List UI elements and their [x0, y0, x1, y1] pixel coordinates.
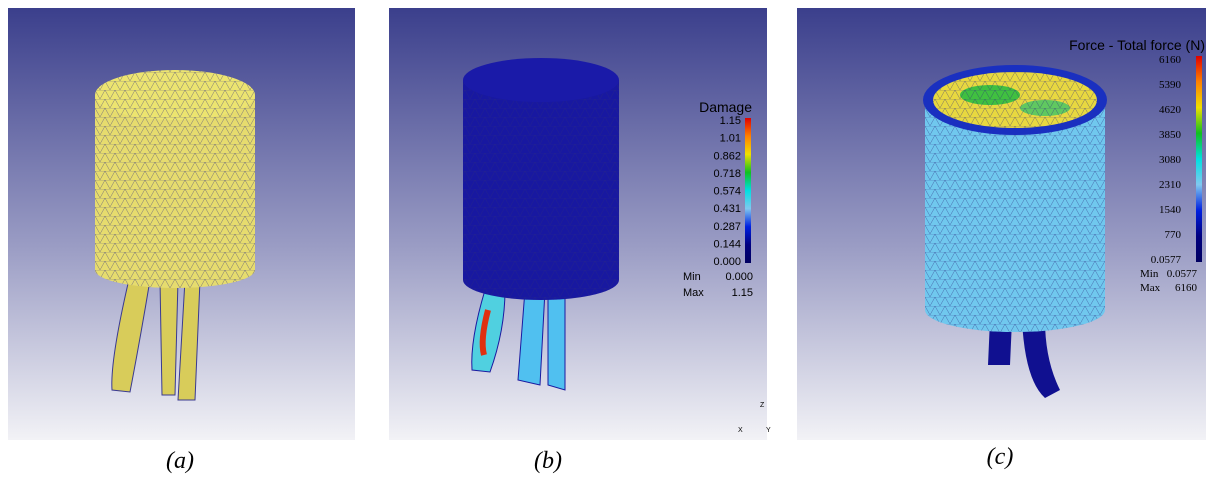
color-bar — [1196, 56, 1202, 262]
legend-tick-label: 3080 — [1159, 154, 1182, 166]
caption: (b) — [534, 448, 562, 474]
legend-tick-label: 1.01 — [720, 133, 741, 145]
legend-min: 0.000 — [725, 271, 753, 283]
legend-tick-label: 0.000 — [713, 256, 741, 268]
legend-min: 0.0577 — [1167, 268, 1198, 280]
figure: (a) (b) (c) Damage Force - Total force (… — [0, 0, 1215, 479]
legend-tick-label: 2310 — [1159, 179, 1182, 191]
legend-tick-label: 0.431 — [713, 203, 741, 215]
triad-label: Y — [766, 427, 771, 434]
triad-label: X — [738, 427, 743, 434]
legend-max-label: Max — [1140, 282, 1161, 294]
legend-max-label: Max — [683, 287, 704, 299]
legend-tick-label: 0.862 — [713, 150, 741, 162]
legend-max: 1.15 — [732, 287, 753, 299]
legend-tick-label: 0.0577 — [1151, 254, 1182, 266]
caption: (c) — [987, 444, 1014, 470]
legend-min-label: Min — [1140, 268, 1159, 280]
legend-tick-label: 770 — [1165, 229, 1182, 241]
legend-tick-label: 4620 — [1159, 104, 1182, 116]
legend-tick-label: 1540 — [1159, 204, 1182, 216]
legend-tick-label: 5390 — [1159, 79, 1182, 91]
legend-min-label: Min — [683, 271, 701, 283]
legend-title: Damage — [699, 99, 752, 115]
legend-tick-label: 3850 — [1159, 129, 1182, 141]
caption: (a) — [166, 448, 194, 474]
legend-tick-label: 0.718 — [713, 168, 741, 180]
triad-label: Z — [760, 402, 765, 409]
legend-tick-label: 0.574 — [713, 186, 741, 198]
legend-tick-label: 0.144 — [713, 238, 741, 250]
legend-tick-label: 6160 — [1159, 54, 1182, 66]
legend-title: Force - Total force (N) — [1069, 37, 1205, 53]
legend-tick-label: 0.287 — [713, 221, 741, 233]
color-bar — [745, 118, 751, 263]
legend-max: 6160 — [1175, 282, 1198, 294]
legend-tick-label: 1.15 — [720, 115, 741, 127]
